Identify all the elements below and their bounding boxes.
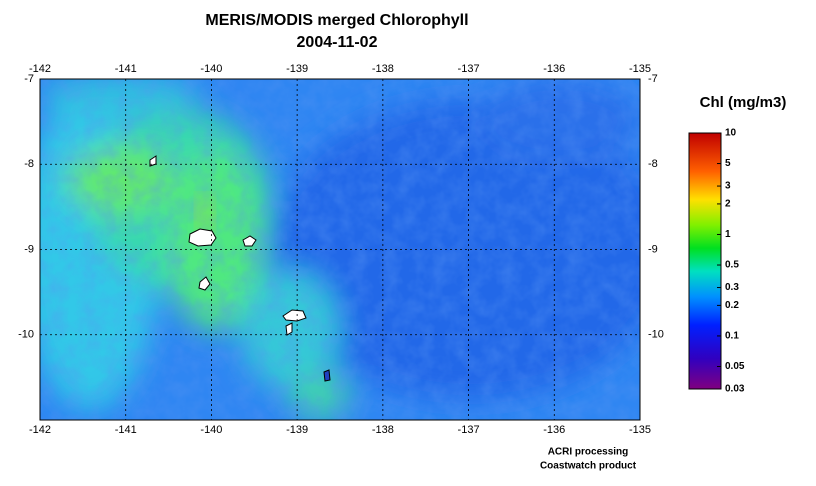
colorbar-tick-label: 1 [725,229,731,240]
y-tick-label: -9 [24,243,34,255]
y-tick-label: -9 [648,243,658,255]
x-tick-label: -141 [115,63,137,75]
x-tick-label: -137 [458,424,480,436]
map-title: MERIS/MODIS merged Chlorophyll [205,12,468,29]
island [188,228,217,247]
colorbar [688,132,722,390]
x-tick-label: -139 [286,63,308,75]
y-tick-label: -10 [648,329,664,341]
islands [149,155,331,382]
x-tick-label: -140 [200,424,222,436]
x-tick-label: -142 [29,63,51,75]
credit: ACRI processing [548,447,629,458]
x-tick-label: -135 [629,63,651,75]
colorbar-title: Chl (mg/m3) [700,94,787,111]
x-tick-label: -142 [29,424,51,436]
credit: Coastwatch product [540,461,637,472]
x-tick-label: -141 [115,424,137,436]
x-tick-label: -138 [372,63,394,75]
y-tick-label: -10 [18,329,34,341]
island [242,235,257,247]
island [198,276,211,291]
x-tick-label: -136 [543,424,565,436]
x-tick-label: -139 [286,424,308,436]
satellite-image [40,79,640,420]
colorbar-tick-label: 0.5 [725,260,739,271]
y-tick-label: -7 [24,73,34,85]
x-tick-label: -135 [629,424,651,436]
colorbar-tick-label: 0.03 [725,384,745,395]
x-tick-label: -138 [372,424,394,436]
colorbar-tick-label: 10 [725,128,737,139]
map-frame [39,78,641,421]
y-tick-label: -8 [24,158,34,170]
colorbar-tick-label: 2 [725,199,731,210]
map-date: 2004-11-02 [297,34,378,51]
x-tick-label: -140 [200,63,222,75]
colorbar-tick-label: 0.2 [725,300,739,311]
y-tick-label: -8 [648,158,658,170]
colorbar-tick-label: 0.3 [725,282,739,293]
island [282,309,307,322]
x-tick-label: -136 [543,63,565,75]
colorbar-tick-label: 0.05 [725,361,745,372]
y-tick-label: -7 [648,73,658,85]
colorbar-tick-label: 5 [725,158,731,169]
island [285,322,293,336]
island [323,369,331,382]
x-tick-label: -137 [458,63,480,75]
colorbar-tick-label: 3 [725,181,731,192]
colorbar-tick-label: 0.1 [725,331,739,342]
